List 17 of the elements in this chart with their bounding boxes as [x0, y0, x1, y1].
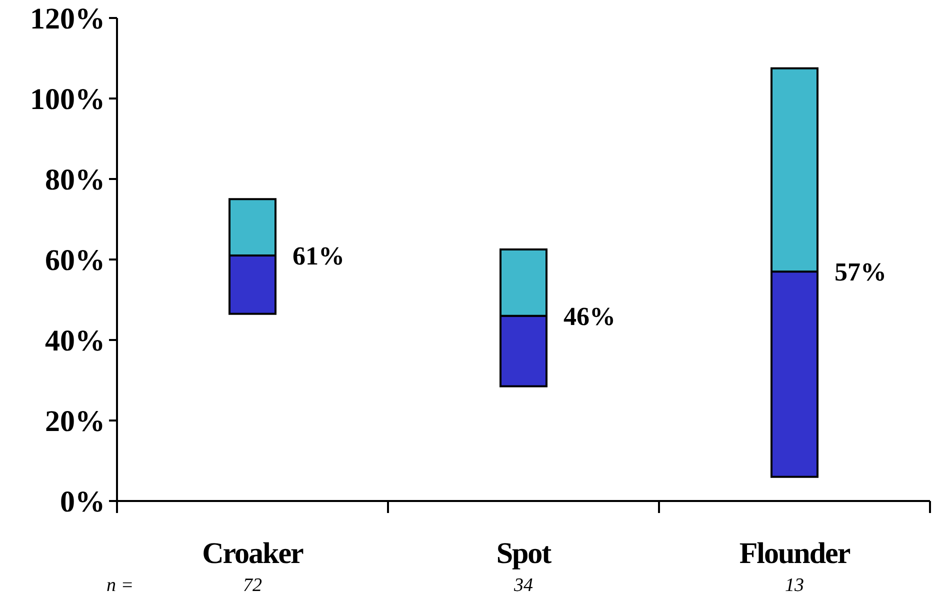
y-tick-label: 100%: [30, 83, 105, 116]
y-tick-label: 20%: [45, 405, 105, 438]
text: 72: [243, 575, 262, 596]
text: 13: [785, 575, 804, 596]
x-tick-label: Croaker: [202, 537, 304, 570]
y-tick-label: 60%: [45, 244, 105, 277]
annotation: 61%: [292, 242, 344, 271]
x-tick-label: Flounder: [739, 537, 850, 570]
y-tick-label: 40%: [45, 324, 105, 358]
annotation: 57%: [834, 258, 886, 287]
text: n =: [106, 575, 134, 596]
text: 34: [513, 575, 534, 596]
x-tick-label: Spot: [496, 537, 552, 570]
y-tick-label: 0%: [60, 486, 105, 518]
annotation: 46%: [564, 302, 616, 331]
y-tick-label: 80%: [45, 164, 105, 196]
y-tick-label: 120%: [30, 2, 105, 36]
